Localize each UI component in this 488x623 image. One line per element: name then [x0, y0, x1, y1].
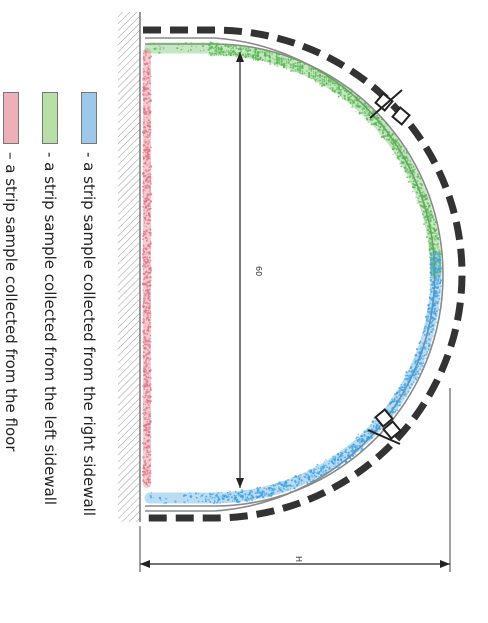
legend-text-right: - a strip sample collected from the righ…	[80, 152, 98, 516]
wall-hatch	[118, 12, 140, 522]
legend-item-right: - a strip sample collected from the righ…	[80, 92, 98, 516]
legend-swatch-left	[42, 92, 58, 144]
height-dimension-label: 60	[254, 266, 263, 276]
legend-swatch-right	[81, 92, 97, 144]
outer-lining-dashed	[143, 26, 466, 522]
legend-text-left: - a strip sample collected from the left…	[41, 152, 59, 506]
legend-text-floor: – a strip sample collected from the floo…	[2, 152, 20, 452]
height-dimension	[236, 52, 244, 488]
lower-joint-marker	[367, 408, 402, 445]
legend-item-floor: – a strip sample collected from the floo…	[2, 92, 20, 452]
width-dimension-label: H	[294, 556, 303, 562]
lining-inner-line	[145, 43, 444, 507]
legend-swatch-floor	[3, 92, 19, 144]
upper-joint-marker	[369, 89, 411, 126]
floor-strip-sample	[141, 48, 153, 488]
left-sidewall-strip-sample	[144, 41, 442, 280]
right-sidewall-strip-sample	[144, 250, 442, 505]
width-dimension	[139, 388, 451, 572]
legend-item-left: - a strip sample collected from the left…	[41, 92, 59, 506]
